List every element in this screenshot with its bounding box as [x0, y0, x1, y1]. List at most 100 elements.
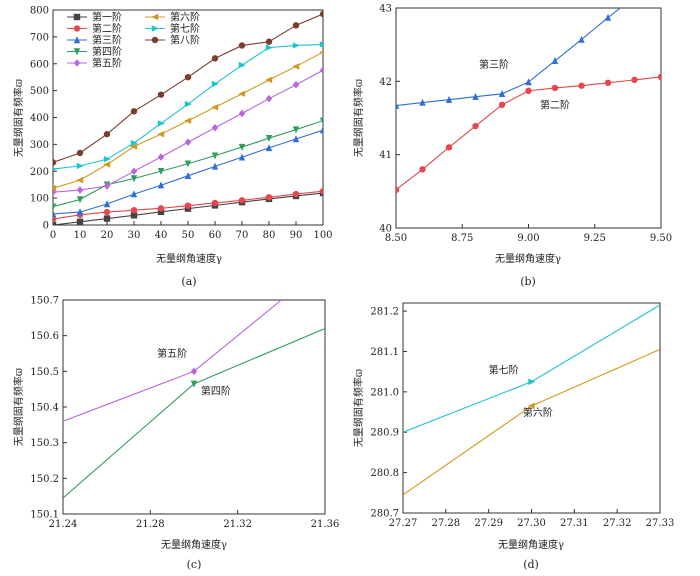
data-point: [76, 176, 84, 184]
data-point: [157, 208, 165, 216]
panel-caption: (a): [181, 275, 196, 288]
x-tick-label: 27.33: [646, 518, 675, 529]
panel-caption: (b): [520, 275, 536, 288]
data-point: [419, 166, 426, 173]
data-point: [265, 38, 273, 45]
data-point: [265, 94, 273, 103]
data-point: [157, 205, 165, 212]
data-point: [238, 197, 246, 204]
data-point: [578, 82, 585, 89]
data-point: [211, 199, 219, 207]
y-tick-label: 700: [30, 32, 49, 43]
data-point: [157, 168, 165, 176]
legend-label: 第三阶: [92, 34, 122, 47]
data-point: [184, 202, 192, 209]
data-point: [76, 149, 84, 157]
data-point: [292, 63, 300, 70]
data-point: [157, 130, 165, 138]
x-tick-label: 27.30: [517, 518, 546, 529]
data-point: [103, 161, 111, 168]
data-point: [265, 194, 273, 201]
x-tick-label: 27.27: [389, 518, 418, 529]
data-point: [76, 196, 84, 204]
series-annotation: 第七阶: [489, 364, 519, 377]
legend-marker: [73, 13, 81, 21]
data-point: [130, 167, 138, 176]
data-point: [76, 186, 84, 194]
data-point: [525, 87, 532, 95]
data-point: [528, 378, 536, 385]
data-point: [103, 215, 111, 222]
data-point: [578, 35, 585, 43]
data-point: [657, 73, 661, 81]
chart-panel-d: 27.27 27.28 27.29 27.30 27.31 27.32 27.33 280.7…: [352, 302, 675, 571]
data-point: [472, 92, 479, 100]
plot-frame: [62, 299, 326, 515]
data-point: [130, 207, 138, 214]
data-point: [238, 109, 246, 118]
y-axis-label: 无量纲固有频率ϖ: [12, 79, 25, 157]
data-point: [103, 208, 111, 216]
y-tick-label: 200: [30, 167, 49, 178]
x-tick-label: 21.32: [223, 519, 252, 530]
data-point: [445, 95, 453, 103]
x-axis-label: 无量纲角速度γ: [495, 252, 561, 265]
x-tick-label: 21.28: [136, 519, 165, 530]
data-point: [525, 78, 532, 86]
data-point: [319, 10, 323, 18]
data-point: [130, 190, 138, 198]
data-point: [53, 203, 57, 211]
series-group: [396, 8, 661, 194]
y-axis-label: 无量纲固有频率ϖ: [352, 79, 365, 157]
y-tick-label: 41: [379, 150, 392, 161]
data-point: [130, 108, 138, 115]
data-point: [76, 162, 84, 170]
chart-panel-b: 8.50 8.75 9.00 9.25 9.50 40 41 42 43 无量纲角速度γ 无量纲固有…: [352, 4, 672, 289]
x-tick-label: 80: [263, 230, 276, 241]
data-point: [53, 210, 57, 218]
y-tick-label: 280.7: [370, 509, 399, 520]
y-tick-label: 280.8: [370, 468, 399, 479]
data-point: [396, 101, 400, 109]
legend-marker: [73, 59, 81, 67]
x-tick-label: 21.24: [49, 519, 78, 530]
y-tick-label: 280.9: [370, 428, 399, 439]
data-point: [211, 80, 219, 88]
data-point: [604, 79, 612, 87]
x-tick-label: 21.36: [311, 519, 340, 530]
data-point: [292, 22, 300, 29]
data-point: [238, 143, 246, 151]
x-tick-label: 8.75: [451, 233, 473, 244]
series-line-2: [403, 348, 660, 496]
data-point: [238, 42, 246, 49]
y-axis-label: 无量纲固有频率ϖ: [12, 368, 25, 446]
y-tick-label: 150.3: [30, 438, 59, 449]
data-point: [157, 181, 165, 189]
series-annotation: 第四阶: [201, 385, 231, 398]
data-point: [419, 98, 426, 106]
y-tick-label: 150.7: [30, 296, 59, 307]
series-annotation: 第五阶: [157, 347, 187, 360]
data-point: [211, 152, 219, 160]
chart-panel-c: 21.24 21.28 21.32 21.36 150.1 150.2 150.3 150.4…: [12, 296, 339, 572]
data-point: [551, 57, 559, 64]
series-line-1: [396, 8, 622, 107]
x-tick-label: 70: [236, 230, 249, 241]
data-point: [265, 134, 273, 142]
y-tick-label: 100: [30, 194, 49, 205]
data-point: [319, 50, 323, 54]
x-tick-label: 40: [155, 230, 168, 241]
y-tick-label: 600: [30, 59, 49, 70]
data-point: [551, 84, 559, 92]
data-point: [292, 80, 300, 89]
data-point: [238, 90, 246, 98]
legend-label: 第五阶: [92, 57, 122, 70]
chart-panel-a: 0 10 20 30 40 50 60 70 80 90 100 0 100 200 300 400 500 60…: [12, 6, 333, 289]
data-point: [631, 76, 638, 84]
legend-label: 第六阶: [170, 11, 200, 24]
data-point: [265, 144, 273, 152]
data-point: [498, 101, 506, 109]
y-tick-label: 281.0: [370, 387, 399, 398]
y-tick-label: 281.2: [370, 307, 399, 318]
y-tick-label: 150.4: [30, 403, 59, 414]
